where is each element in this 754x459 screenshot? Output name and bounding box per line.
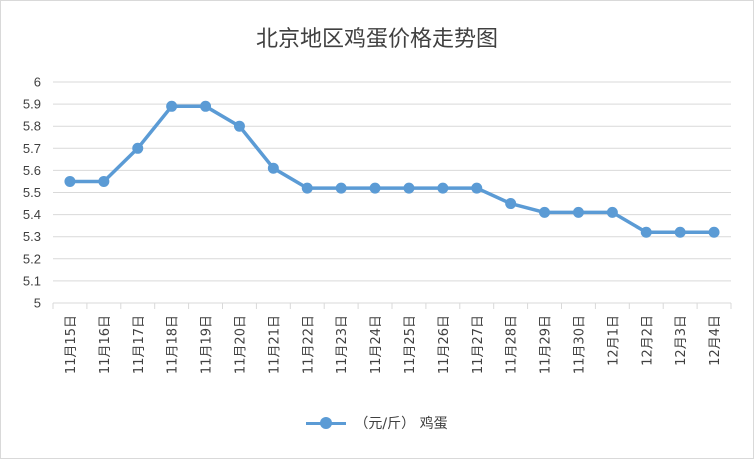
x-tick-label: 11月29日: [539, 315, 554, 374]
x-tick-label: 11月23日: [335, 315, 350, 374]
data-point: [335, 182, 347, 194]
x-tick-label: 11月22日: [301, 315, 316, 374]
x-tick-label: 11月19日: [200, 315, 215, 374]
y-tick-label: 5.8: [23, 119, 41, 134]
x-tick-label: 12月1日: [606, 315, 621, 366]
y-tick-label: 5.2: [23, 251, 41, 266]
y-tick-label: 5: [34, 296, 41, 311]
data-point: [606, 206, 618, 218]
y-axis-ticks: 5 5.1 5.2 5.3 5.4 5.5 5.6 5.7 5.8 5.9 6: [23, 75, 41, 311]
y-tick-label: 5.1: [23, 273, 41, 288]
data-point: [505, 198, 517, 210]
data-point: [166, 100, 178, 112]
data-point: [539, 206, 551, 218]
legend: （元/斤） 鸡蛋: [1, 413, 753, 433]
x-tick-label: 11月18日: [166, 315, 181, 374]
x-tick-label: 11月20日: [233, 315, 248, 374]
data-point: [64, 175, 76, 187]
legend-label: （元/斤） 鸡蛋: [354, 416, 448, 432]
y-tick-label: 5.6: [23, 163, 41, 178]
data-point: [674, 226, 686, 238]
data-point: [369, 182, 381, 194]
gridlines: [52, 81, 732, 309]
legend-dot: [320, 417, 333, 429]
series-layer: [64, 100, 720, 238]
x-tick-label: 12月4日: [708, 315, 723, 366]
x-axis-ticks: 11月15日 11月16日 11月17日 11月18日 11月19日 11月20日 11月2…: [64, 315, 723, 374]
x-tick-label: 12月2日: [640, 315, 655, 366]
data-point: [471, 182, 483, 194]
x-tick-label: 12月3日: [674, 315, 689, 366]
x-tick-label: 11月16日: [98, 315, 113, 374]
data-point: [233, 120, 245, 132]
y-tick-label: 5.9: [23, 97, 41, 112]
y-tick-label: 5.4: [23, 207, 41, 222]
y-tick-label: 5.3: [23, 229, 41, 244]
data-point: [572, 206, 584, 218]
data-point: [708, 226, 720, 238]
x-tick-label: 11月21日: [267, 315, 282, 374]
data-point: [98, 175, 110, 187]
x-tick-label: 11月30日: [572, 315, 587, 374]
x-tick-label: 11月17日: [132, 315, 147, 374]
legend-marker: [306, 416, 347, 430]
data-point: [301, 182, 313, 194]
chart-title: 北京地区鸡蛋价格走势图: [255, 27, 498, 52]
series-line: [69, 104, 715, 235]
x-tick-label: 11月27日: [471, 315, 486, 374]
y-tick-label: 5.7: [23, 141, 41, 156]
y-tick-label: 5.5: [23, 185, 41, 200]
x-tick-label: 11月24日: [369, 315, 384, 374]
x-tick-label: 11月15日: [64, 315, 79, 374]
x-tick-label: 11月28日: [505, 315, 520, 374]
x-tick-label: 11月25日: [403, 315, 418, 374]
data-point: [200, 100, 212, 112]
y-tick-label: 6: [34, 75, 41, 90]
x-tick-label: 11月26日: [437, 315, 452, 374]
data-point: [437, 182, 449, 194]
data-point: [640, 226, 652, 238]
data-point: [403, 182, 415, 194]
data-point: [132, 142, 144, 154]
data-point: [267, 162, 279, 174]
